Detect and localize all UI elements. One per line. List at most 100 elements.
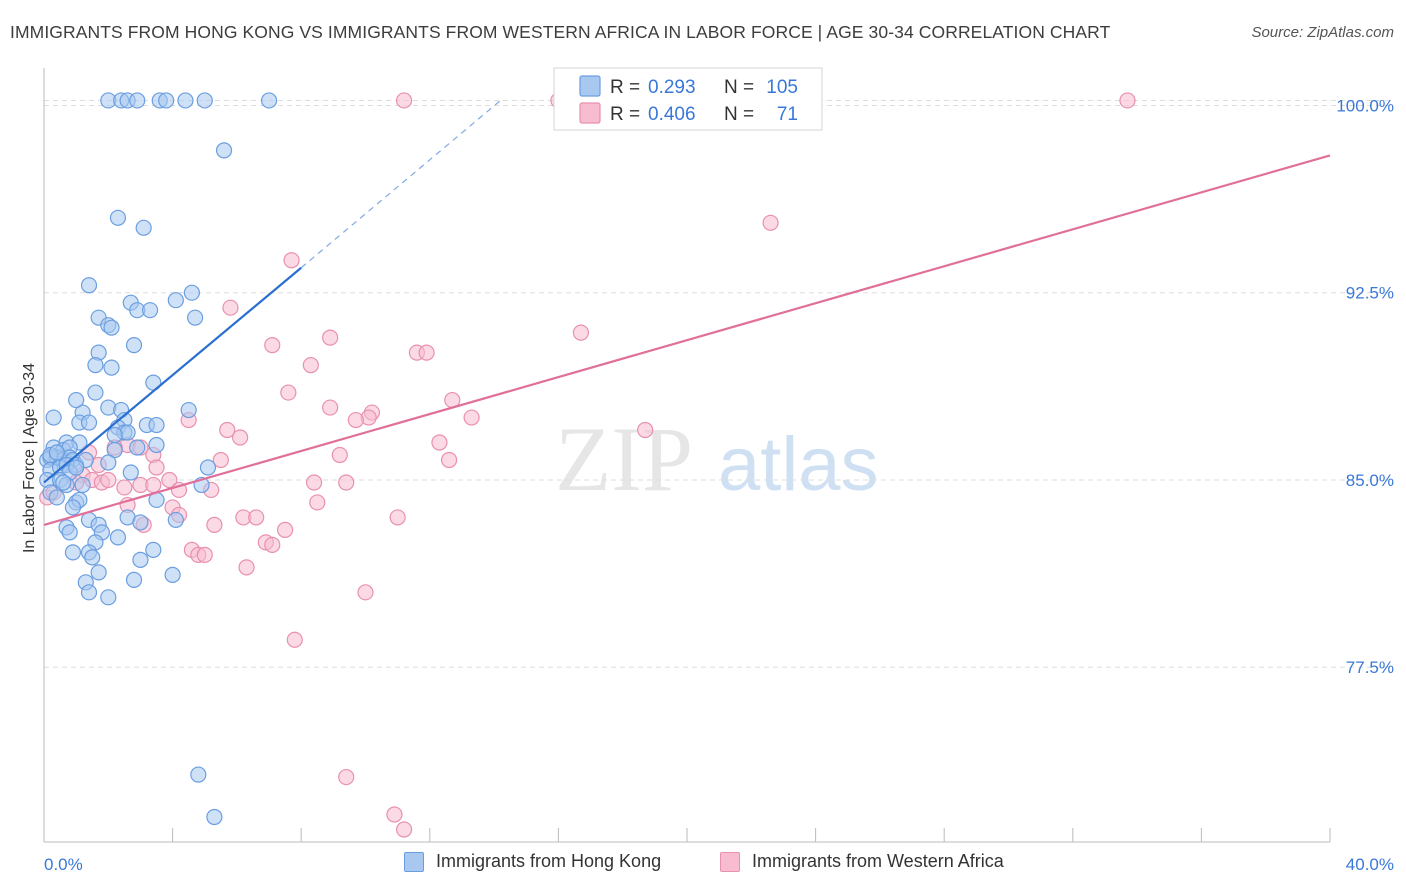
data-point-western-africa — [431, 434, 448, 451]
data-point-western-africa — [572, 324, 590, 341]
data-point-hong-kong — [109, 529, 127, 546]
data-point-western-africa — [440, 451, 458, 469]
data-point-hong-kong — [183, 284, 200, 301]
bottom-legend-swatch-western-africa — [720, 851, 740, 872]
chart-title: IMMIGRANTS FROM HONG KONG VS IMMIGRANTS … — [10, 22, 1111, 42]
legend-n-label-2: N = — [724, 104, 754, 125]
data-point-hong-kong — [87, 384, 104, 401]
data-point-hong-kong — [103, 359, 120, 376]
y-tick-label: 85.0% — [1346, 471, 1394, 490]
data-point-hong-kong — [80, 584, 98, 601]
trend-line-western-africa — [43, 154, 1331, 526]
legend-swatch-western-africa — [579, 102, 601, 124]
data-point-western-africa — [331, 446, 348, 464]
data-point-hong-kong — [145, 541, 162, 558]
data-point-western-africa — [283, 252, 300, 269]
data-point-western-africa — [305, 474, 323, 491]
data-point-hong-kong — [103, 319, 120, 336]
data-point-western-africa — [386, 806, 403, 823]
data-point-western-africa — [309, 494, 326, 511]
data-point-western-africa — [395, 92, 413, 109]
legend-n-value-2: 71 — [777, 104, 798, 125]
data-point-western-africa — [264, 337, 281, 354]
data-point-western-africa — [206, 516, 223, 534]
data-point-hong-kong — [45, 409, 62, 426]
data-point-western-africa — [338, 474, 355, 491]
data-point-hong-kong — [167, 292, 184, 309]
bottom-legend-swatch-hong-kong — [404, 851, 424, 872]
data-point-western-africa — [161, 471, 178, 489]
data-point-hong-kong — [87, 357, 104, 374]
data-point-western-africa — [148, 459, 165, 476]
y-tick-labels: 77.5% 85.0% 92.5% 100.0% — [1336, 96, 1394, 677]
data-point-hong-kong — [177, 92, 194, 109]
data-point-hong-kong — [125, 571, 143, 588]
bottom-legend-item-hong-kong: Immigrants from Hong Kong — [404, 851, 661, 872]
data-point-western-africa — [418, 344, 435, 361]
data-point-hong-kong — [148, 416, 165, 434]
bottom-legend-label-hong-kong: Immigrants from Hong Kong — [436, 851, 662, 871]
data-point-hong-kong — [64, 544, 82, 561]
series-hong-kong-points — [39, 92, 278, 826]
stats-legend: R = 0.293 N = 105 R = 0.406 N = 71 — [553, 67, 823, 131]
data-point-western-africa — [219, 421, 236, 439]
data-point-western-africa — [212, 451, 229, 469]
data-point-hong-kong — [48, 489, 65, 506]
data-point-hong-kong — [141, 302, 159, 319]
data-point-hong-kong — [158, 92, 175, 109]
trend-lines — [43, 99, 1331, 526]
data-point-hong-kong — [132, 514, 149, 531]
data-point-hong-kong — [90, 564, 107, 581]
data-point-western-africa — [463, 409, 480, 426]
data-point-western-africa — [232, 429, 249, 446]
data-point-hong-kong — [206, 808, 223, 826]
data-point-hong-kong — [74, 476, 91, 494]
data-point-hong-kong — [80, 414, 98, 431]
data-point-hong-kong — [109, 209, 127, 226]
bottom-legend-label-western-africa: Immigrants from Western Africa — [752, 851, 1004, 871]
data-point-hong-kong — [64, 499, 82, 516]
x-ticks — [43, 828, 1331, 842]
data-point-hong-kong — [199, 459, 217, 476]
legend-swatch-hong-kong — [579, 75, 601, 97]
data-point-western-africa — [280, 384, 297, 401]
data-point-hong-kong — [135, 219, 152, 236]
data-point-hong-kong — [129, 439, 146, 456]
trend-line-hong-kong-extension — [300, 99, 501, 269]
data-point-western-africa — [238, 559, 255, 576]
gridlines — [44, 99, 1394, 668]
y-axis-label: In Labor Force | Age 30-34 — [21, 363, 38, 553]
data-point-hong-kong — [196, 92, 213, 109]
data-point-hong-kong — [167, 511, 184, 529]
data-point-western-africa — [1119, 92, 1136, 109]
bottom-legend-item-western-africa: Immigrants from Western Africa — [720, 851, 1004, 872]
watermark-zip: ZIP — [555, 408, 693, 510]
data-point-hong-kong — [215, 142, 233, 159]
data-point-western-africa — [322, 399, 339, 416]
data-point-hong-kong — [100, 589, 117, 606]
trend-line-hong-kong — [43, 266, 302, 484]
data-point-hong-kong — [129, 92, 146, 109]
data-point-western-africa — [277, 521, 294, 539]
data-point-western-africa — [196, 546, 213, 563]
data-point-hong-kong — [68, 391, 85, 409]
bottom-legend: Immigrants from Hong Kong Immigrants fro… — [0, 851, 1406, 879]
legend-r-label-2: R = — [610, 104, 640, 125]
data-point-western-africa — [347, 411, 364, 429]
data-point-western-africa — [286, 631, 303, 648]
data-point-western-africa — [222, 299, 239, 316]
data-point-hong-kong — [61, 524, 78, 541]
data-point-hong-kong — [48, 444, 65, 461]
legend-n-label-1: N = — [724, 77, 754, 98]
data-point-hong-kong — [260, 92, 278, 109]
data-point-western-africa — [762, 214, 779, 231]
data-point-western-africa — [357, 584, 374, 601]
data-point-hong-kong — [68, 459, 85, 476]
data-point-hong-kong — [132, 551, 149, 568]
data-point-hong-kong — [100, 454, 117, 471]
data-point-hong-kong — [187, 309, 204, 326]
data-point-hong-kong — [106, 426, 123, 444]
source-label: Source: ZipAtlas.com — [1251, 24, 1394, 41]
x-tick-label-min: 0.0% — [44, 855, 83, 874]
